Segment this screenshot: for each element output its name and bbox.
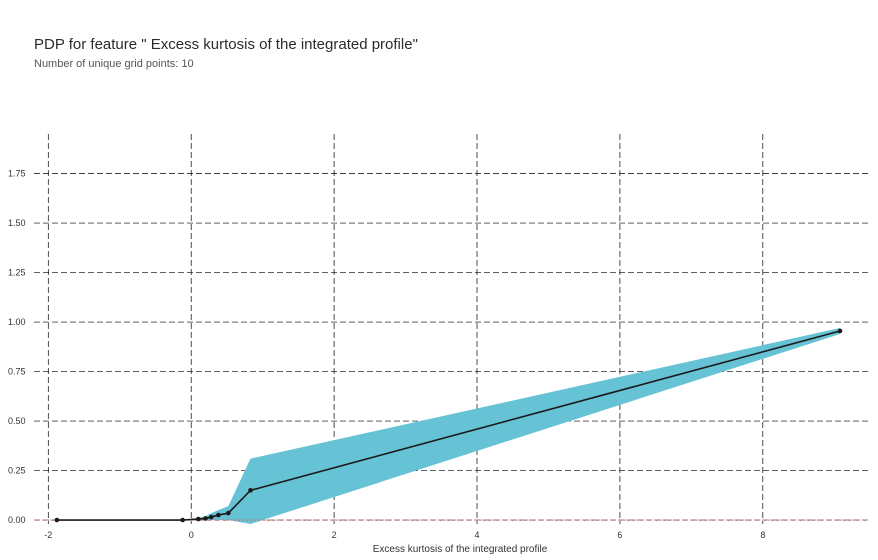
pdp-point-2 <box>196 516 201 522</box>
y-tick-label-4: 1.00 <box>8 317 26 327</box>
confidence-band <box>56 328 840 524</box>
pdp-point-7 <box>248 488 253 493</box>
pdp-point-0 <box>54 517 60 523</box>
chart-title: PDP for feature " Excess kurtosis of the… <box>34 36 418 53</box>
x-tick-labels: -2 0 2 4 6 8 <box>44 530 765 540</box>
y-tick-label-6: 1.50 <box>8 218 26 228</box>
y-tick-label-3: 0.75 <box>8 367 26 377</box>
x-tick-label-4: 6 <box>617 530 622 540</box>
pdp-point-1 <box>180 517 185 523</box>
y-tick-label-7: 1.75 <box>8 169 26 179</box>
pdp-point-3 <box>203 516 208 521</box>
pdp-point-4 <box>208 514 214 520</box>
y-tick-label-5: 1.25 <box>8 268 26 278</box>
x-tick-label-2: 2 <box>332 530 337 540</box>
pdp-point-6 <box>226 510 231 516</box>
x-axis-label: Excess kurtosis of the integrated profil… <box>373 544 548 555</box>
y-tick-label-1: 0.25 <box>8 466 26 476</box>
x-tick-label-0: -2 <box>44 530 52 540</box>
y-tick-label-0: 0.00 <box>8 515 26 525</box>
pdp-point-8 <box>837 328 843 334</box>
y-tick-label-2: 0.50 <box>8 416 26 426</box>
pdp-point-5 <box>216 512 221 518</box>
x-tick-label-3: 4 <box>475 530 480 540</box>
x-tick-label-1: 0 <box>189 530 194 540</box>
x-tick-label-5: 8 <box>760 530 765 540</box>
confidence-band-area <box>56 328 840 524</box>
pdp-points <box>54 328 843 523</box>
chart-subtitle: Number of unique grid points: 10 <box>34 58 194 70</box>
grid-lines <box>34 134 870 524</box>
y-tick-labels: 0.00 0.25 0.50 0.75 1.00 1.25 1.50 1.75 <box>8 169 26 525</box>
